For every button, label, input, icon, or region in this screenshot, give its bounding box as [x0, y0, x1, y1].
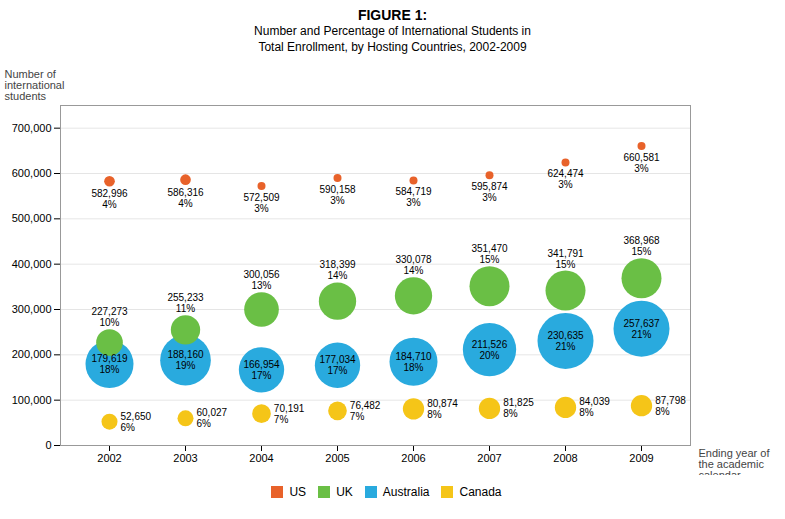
svg-text:572,5093%: 572,5093% [243, 192, 280, 214]
svg-text:2004: 2004 [249, 453, 273, 465]
svg-text:81,8258%: 81,8258% [503, 398, 534, 420]
svg-text:368,96815%: 368,96815% [623, 236, 660, 258]
svg-text:300,05613%: 300,05613% [243, 270, 280, 292]
svg-text:624,4743%: 624,4743% [547, 169, 584, 191]
svg-text:80,8748%: 80,8748% [427, 398, 458, 420]
svg-text:52,6506%: 52,6506% [121, 411, 152, 433]
svg-text:2009: 2009 [629, 453, 653, 465]
svg-text:184,71018%: 184,71018% [395, 351, 432, 373]
svg-text:351,47015%: 351,47015% [471, 244, 508, 266]
svg-text:100,000: 100,000 [12, 394, 52, 406]
svg-text:2008: 2008 [553, 453, 577, 465]
html-text:Number and Percentage of Inter: Number and Percentage of International S… [254, 24, 531, 54]
svg-text:660,5813%: 660,5813% [623, 152, 660, 174]
svg-text:595,8743%: 595,8743% [471, 182, 508, 204]
svg-text:2003: 2003 [173, 453, 197, 465]
svg-text:582,9964%: 582,9964% [91, 189, 128, 211]
svg-text:Ending year ofthe academiccale: Ending year ofthe academiccalendar [699, 448, 771, 476]
svg-text:0: 0 [45, 439, 51, 451]
svg-text:70,1917%: 70,1917% [274, 403, 305, 425]
svg-text:230,63521%: 230,63521% [547, 330, 584, 352]
html-text:Australia: Australia [382, 484, 430, 499]
svg-text:341,79115%: 341,79115% [547, 248, 584, 270]
svg-text:318,39914%: 318,39914% [319, 260, 356, 282]
svg-text:600,000: 600,000 [12, 167, 52, 179]
svg-text:2007: 2007 [477, 453, 501, 465]
html-text:US: US [289, 484, 307, 499]
svg-text:590,1583%: 590,1583% [319, 184, 356, 206]
svg-text:330,07814%: 330,07814% [395, 255, 432, 277]
svg-text:400,000: 400,000 [12, 258, 52, 270]
html-text:FIGURE 1:: FIGURE 1: [357, 7, 428, 23]
svg-text:200,000: 200,000 [12, 349, 52, 361]
svg-text:586,3164%: 586,3164% [167, 187, 204, 209]
svg-text:166,95417%: 166,95417% [243, 359, 280, 381]
svg-text:257,63721%: 257,63721% [623, 318, 660, 340]
svg-text:Number ofinternationalstudents: Number ofinternationalstudents [5, 68, 65, 102]
svg-text:700,000: 700,000 [12, 122, 52, 134]
svg-text:177,03417%: 177,03417% [319, 355, 356, 377]
svg-text:211,52620%: 211,52620% [472, 339, 508, 361]
svg-text:255,23311%: 255,23311% [167, 293, 204, 315]
svg-text:584,7193%: 584,7193% [395, 187, 432, 209]
svg-text:500,000: 500,000 [12, 213, 52, 225]
svg-text:227,27310%: 227,27310% [91, 307, 128, 329]
svg-text:87,7988%: 87,7988% [655, 395, 686, 417]
svg-text:2005: 2005 [325, 453, 349, 465]
html-text:UK: UK [336, 484, 353, 499]
svg-text:2002: 2002 [97, 453, 121, 465]
svg-text:188,16019%: 188,16019% [167, 350, 204, 372]
html-text:Canada: Canada [459, 484, 502, 499]
svg-text:76,4827%: 76,4827% [350, 400, 381, 422]
svg-text:60,0276%: 60,0276% [197, 408, 228, 430]
svg-text:2006: 2006 [401, 453, 425, 465]
svg-text:300,000: 300,000 [12, 303, 52, 315]
svg-text:179,61918%: 179,61918% [91, 353, 128, 375]
svg-text:84,0398%: 84,0398% [579, 397, 610, 419]
